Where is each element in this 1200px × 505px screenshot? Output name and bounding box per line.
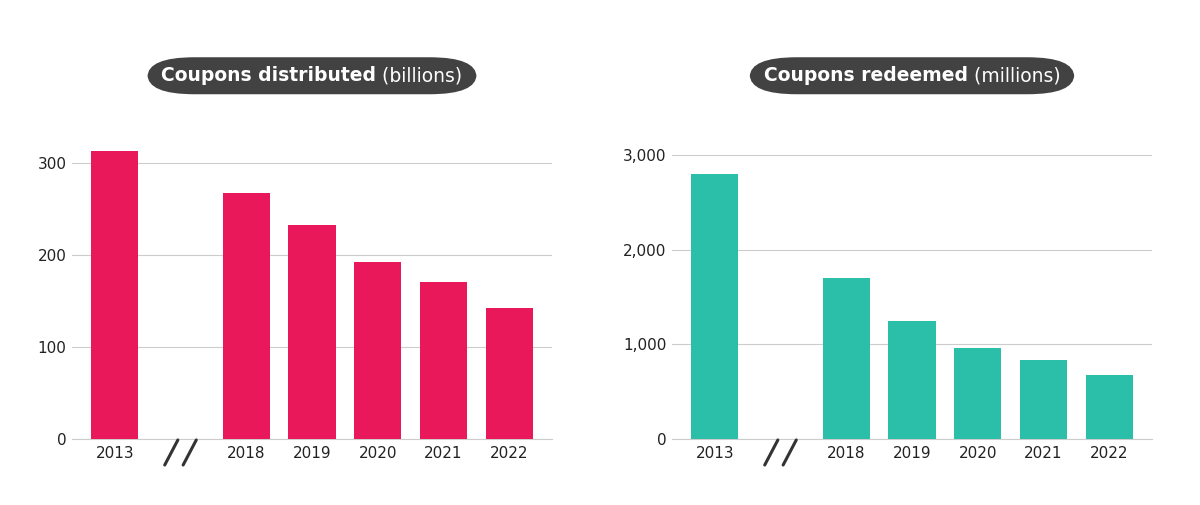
Bar (354, 262, 402, 439)
Bar (954, 348, 1002, 439)
Bar (486, 308, 533, 439)
Bar (691, 174, 738, 439)
Bar (1086, 375, 1133, 439)
Bar (91, 151, 138, 439)
Text: Coupons distributed: Coupons distributed (162, 66, 377, 85)
Bar (888, 321, 936, 439)
Bar (420, 282, 467, 439)
Text: Coupons redeemed: Coupons redeemed (763, 66, 967, 85)
Bar (822, 278, 870, 439)
Bar (1020, 360, 1067, 439)
Bar (222, 192, 270, 439)
Bar (288, 225, 336, 439)
Text: (millions): (millions) (967, 66, 1061, 85)
Text: (billions): (billions) (377, 66, 462, 85)
